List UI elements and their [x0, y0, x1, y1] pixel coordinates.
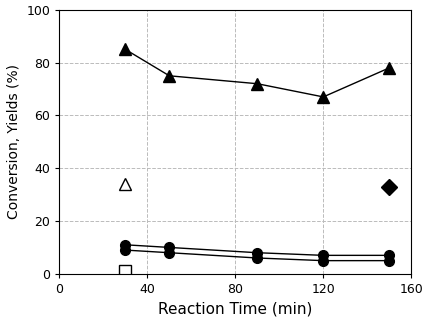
Y-axis label: Conversion, Yields (%): Conversion, Yields (%) [7, 64, 21, 219]
X-axis label: Reaction Time (min): Reaction Time (min) [158, 302, 312, 317]
